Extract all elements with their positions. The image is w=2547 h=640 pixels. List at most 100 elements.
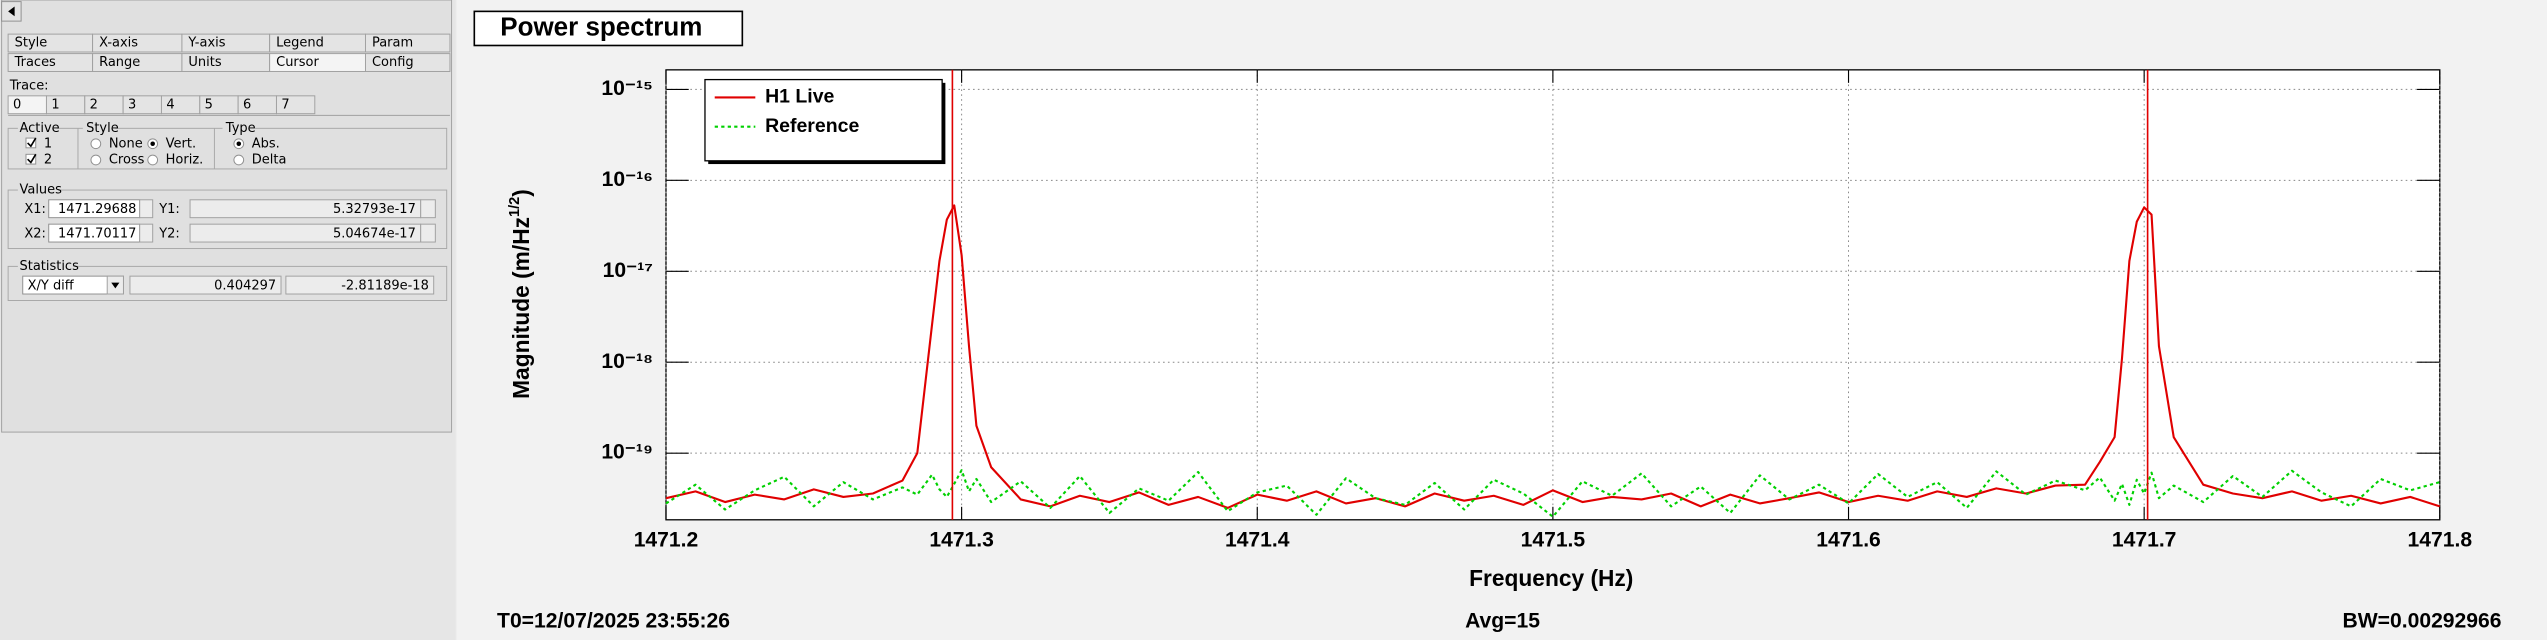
radio-label: Cross: [109, 153, 145, 168]
y-tick-label: 10⁻¹⁸: [601, 350, 653, 373]
tab[interactable]: [364, 53, 451, 72]
trace-tab-label: 6: [243, 97, 251, 112]
arrow-icon: [8, 6, 15, 17]
trace-tab-label: 1: [51, 97, 59, 112]
radio-label: Abs.: [252, 136, 280, 151]
radio-label: None: [109, 136, 143, 151]
x-tick-label: 1471.2: [634, 528, 699, 551]
group-title: Active: [19, 121, 59, 136]
dx-field: [129, 275, 282, 295]
group-title: Values: [19, 183, 62, 198]
spinner[interactable]: [139, 223, 154, 243]
tab-label: Units: [188, 55, 221, 70]
x-tick-label: 1471.8: [2408, 528, 2473, 551]
series-line: [665, 204, 2441, 509]
radio-label: Horiz.: [166, 153, 204, 168]
y1-value: 5.32793e-17: [333, 202, 416, 217]
radio[interactable]: [90, 138, 102, 150]
footer-bw: BW=0.00292966: [2342, 610, 2501, 633]
values-box: [7, 189, 448, 250]
spinner[interactable]: [139, 199, 154, 219]
legend-label: H1 Live: [765, 86, 834, 108]
field-label: X1:: [24, 202, 46, 217]
x-tick-label: 1471.3: [929, 528, 994, 551]
label-bg: [17, 259, 74, 273]
y-title-sup: 1/2: [507, 197, 523, 217]
label-bg: [17, 121, 57, 135]
dy-field: [285, 275, 435, 295]
trace-tab[interactable]: [275, 95, 316, 115]
trace-tab-label: 4: [166, 97, 174, 112]
trace-tab-label: 3: [128, 97, 136, 112]
x1-value: 1471.29688: [58, 202, 136, 217]
tab-label: Param: [372, 36, 413, 51]
x-tick-label: 1471.6: [1816, 528, 1881, 551]
trace-tab-label: 0: [13, 97, 21, 112]
radio-label: Vert.: [166, 136, 196, 151]
trace-tab-label: 5: [205, 97, 213, 112]
title-box: [473, 10, 744, 47]
checkbox-label: 1: [44, 136, 52, 151]
label-bg: [222, 121, 256, 135]
checkbox[interactable]: [25, 137, 37, 149]
radio-dot: [150, 141, 155, 147]
x-tick-label: 1471.5: [1521, 528, 1586, 551]
check-mark: [27, 137, 37, 148]
chart-area: Power spectrum Frequency (Hz) Magnitude …: [456, 0, 2547, 640]
dropdown-arrow: [111, 282, 120, 289]
field-label: X2:: [24, 226, 46, 241]
tab-label: Y-axis: [187, 36, 225, 51]
chart-title: Power spectrum: [500, 11, 702, 41]
radio[interactable]: [233, 154, 245, 166]
tab-label: Config: [372, 55, 414, 70]
dy-value: -2.81189e-18: [341, 278, 429, 293]
dx-value: 0.404297: [214, 278, 276, 293]
tab-label: Cursor: [276, 55, 319, 70]
tab[interactable]: [364, 33, 451, 53]
checkbox[interactable]: [25, 153, 37, 165]
tab-label: Style: [15, 36, 48, 51]
label-bg: [82, 121, 116, 135]
y-title-part: Magnitude (m/Hz: [508, 217, 534, 399]
y-tick-label: 10⁻¹⁶: [602, 168, 653, 191]
trace-label: Trace:: [9, 79, 49, 94]
control-panel: Style X-axis Y-axis Legend Param Traces Range U…: [0, 0, 455, 640]
check-mark: [27, 153, 37, 164]
radio[interactable]: [90, 154, 102, 166]
trace-tab-label: 2: [90, 97, 98, 112]
radio-dot: [236, 141, 242, 147]
tab-label: Traces: [14, 55, 56, 70]
y2-value: 5.04674e-17: [333, 226, 416, 241]
statistics-box: [7, 265, 448, 301]
checkbox-label: 2: [44, 153, 52, 168]
scroll[interactable]: [420, 199, 436, 219]
y-tick-label: 10⁻¹⁷: [603, 259, 653, 282]
dropdown-value: X/Y diff: [28, 278, 75, 293]
legend: [704, 78, 943, 162]
legend-label: Reference: [765, 115, 859, 137]
radio[interactable]: [147, 154, 159, 166]
x-tick-label: 1471.7: [2112, 528, 2177, 551]
radio-label: Delta: [252, 153, 287, 168]
group-title: Style: [86, 121, 119, 136]
scroll[interactable]: [420, 223, 436, 243]
y-axis-title: Magnitude (m/Hz1/2): [507, 189, 534, 399]
field-label: Y1:: [158, 202, 180, 217]
trace-tab-label: 7: [281, 97, 289, 112]
label-bg: [17, 183, 59, 197]
y-tick-label: 10⁻¹⁵: [601, 77, 653, 100]
y-title-part: ): [508, 189, 534, 197]
tab-label: Legend: [276, 36, 324, 51]
footer-avg: Avg=15: [1465, 610, 1540, 633]
tab-label: X-axis: [99, 36, 138, 51]
group-title: Type: [225, 121, 256, 136]
x-axis-title: Frequency (Hz): [1469, 565, 1633, 591]
x-tick-label: 1471.4: [1225, 528, 1290, 551]
group-title: Statistics: [19, 259, 79, 274]
footer-t0: T0=12/07/2025 23:55:26: [497, 610, 730, 633]
y-tick-label: 10⁻¹⁹: [601, 441, 653, 464]
tab-label: Range: [99, 55, 140, 70]
field-label: Y2:: [158, 226, 180, 241]
